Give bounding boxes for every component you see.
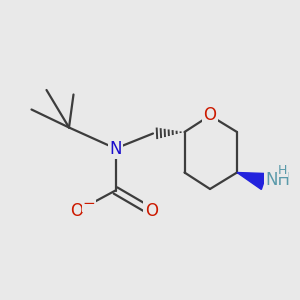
Text: H: H <box>278 164 287 177</box>
Text: NH: NH <box>266 171 290 189</box>
Text: O: O <box>203 106 217 124</box>
Polygon shape <box>237 172 267 190</box>
Text: N: N <box>109 140 122 158</box>
Text: −: − <box>83 196 95 211</box>
Text: O: O <box>145 202 158 220</box>
Text: O: O <box>70 202 83 220</box>
